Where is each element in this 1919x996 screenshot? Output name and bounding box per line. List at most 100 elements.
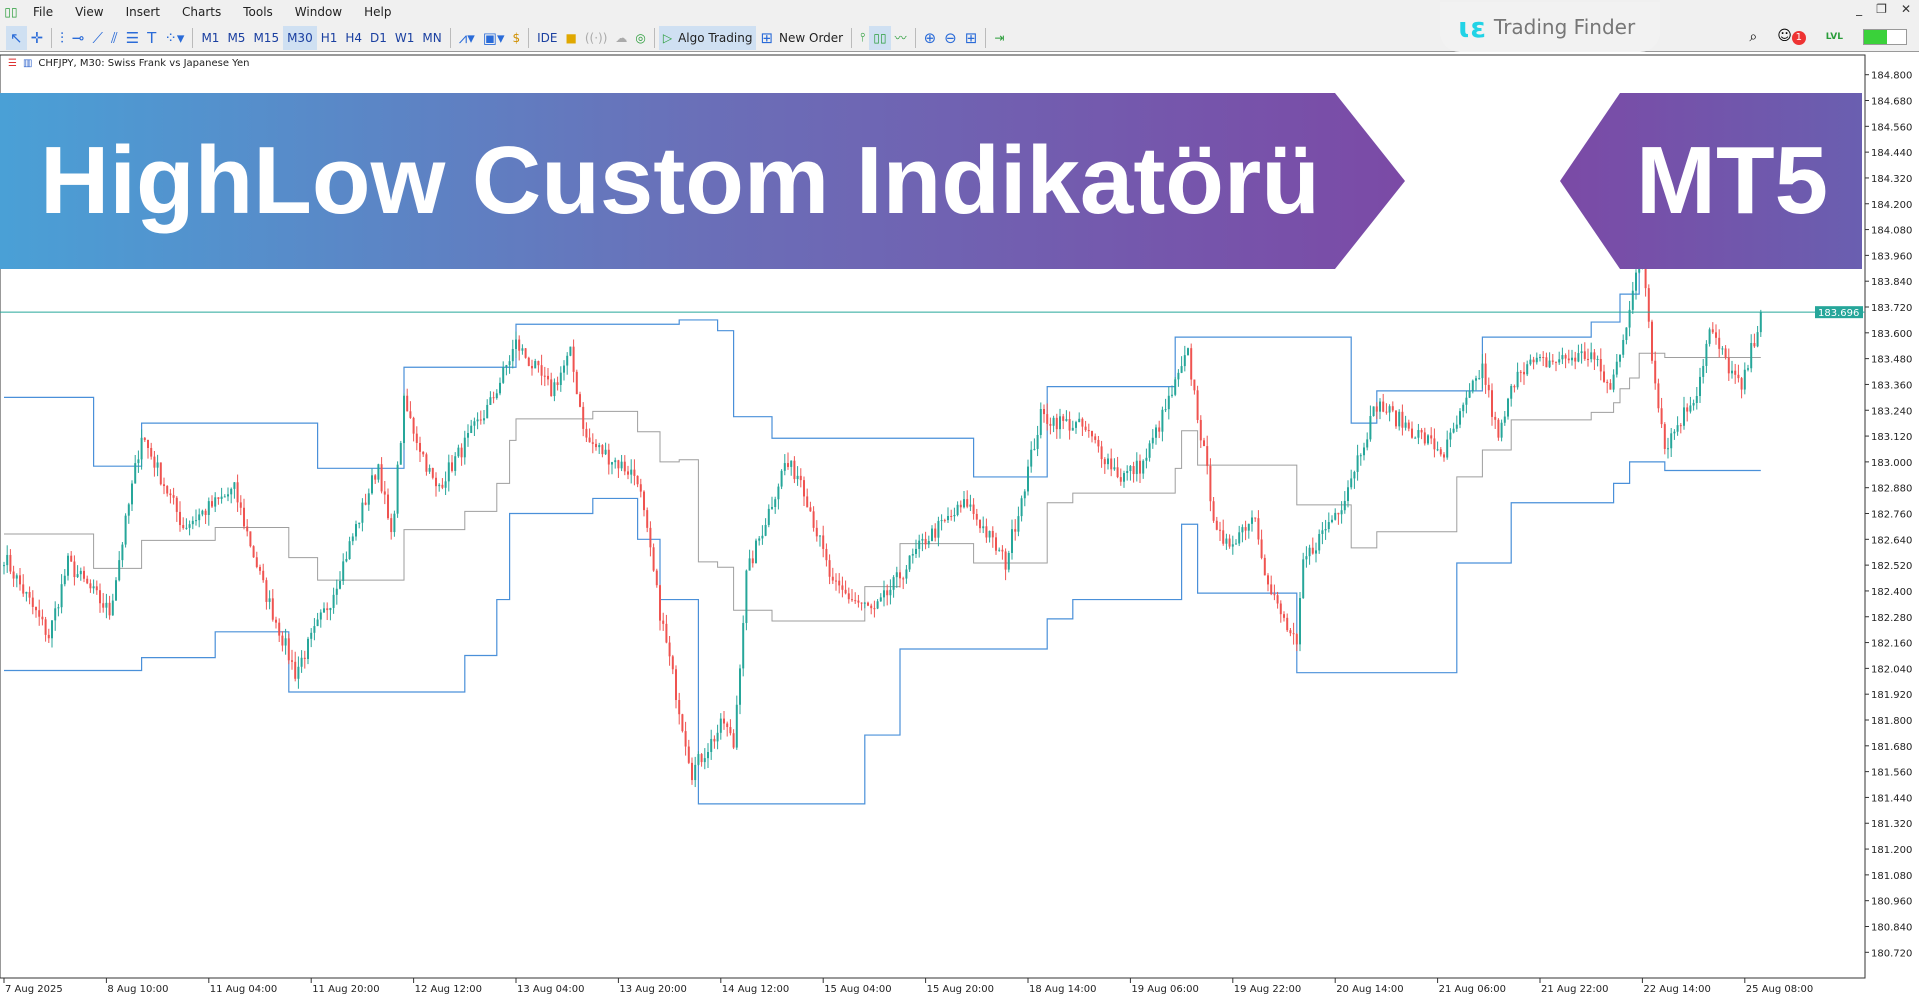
menu-window[interactable]: Window	[294, 5, 343, 19]
candle-body	[185, 527, 188, 529]
candle-body	[1276, 595, 1279, 604]
candle-body	[841, 585, 844, 590]
menu-view[interactable]: View	[75, 5, 104, 19]
cursor-icon[interactable]: ↖	[6, 25, 27, 50]
candle-body	[351, 536, 354, 542]
crosshair-icon[interactable]: ✛	[30, 28, 44, 47]
candle-body	[953, 514, 956, 517]
candle-body	[1372, 406, 1375, 417]
close-icon[interactable]: ✕	[1900, 2, 1911, 16]
fibonacci-icon[interactable]: ☰	[125, 28, 140, 47]
zoom-in-icon[interactable]: ⊕	[923, 28, 937, 47]
candle-body	[1391, 406, 1394, 411]
minimize-icon[interactable]: _	[1856, 2, 1863, 16]
candle-body	[143, 437, 146, 440]
candle-body	[355, 524, 357, 537]
timeframe-h4[interactable]: H4	[345, 30, 363, 45]
algo-trading-button[interactable]: ▷ Algo Trading	[658, 25, 757, 50]
candlestick-icon[interactable]: ▯▯	[869, 25, 891, 50]
candle-body	[115, 580, 117, 601]
candle-body	[278, 622, 281, 636]
bar-chart-icon[interactable]: ⫯	[860, 30, 866, 44]
timeframe-m15[interactable]: M15	[253, 30, 280, 45]
shapes-icon[interactable]: ⁘▾	[164, 28, 185, 47]
candle-body	[831, 576, 834, 581]
candle-body	[428, 467, 431, 472]
timeframe-h1[interactable]: H1	[320, 30, 338, 45]
candle-body	[1542, 357, 1545, 359]
candle-body	[899, 572, 901, 579]
candle-body	[425, 454, 428, 472]
candle-body	[1753, 343, 1756, 347]
vertical-line-icon[interactable]: ⫶	[60, 28, 64, 47]
candle-body	[550, 379, 553, 397]
candle-body	[835, 580, 837, 582]
timeframe-w1[interactable]: W1	[394, 30, 415, 45]
timeframe-d1[interactable]: D1	[370, 30, 387, 45]
candle-body	[534, 361, 537, 369]
timeframe-m30[interactable]: M30	[283, 25, 317, 50]
candle-body	[319, 612, 322, 620]
candle-body	[758, 538, 761, 541]
timeframe-m1[interactable]: M1	[201, 30, 220, 45]
candle-body	[527, 357, 530, 366]
candle-body	[326, 608, 329, 611]
candle-body	[1497, 419, 1500, 438]
trendline-icon[interactable]: ⟋	[92, 28, 104, 47]
horizontal-line-icon[interactable]: ⊸	[71, 28, 85, 47]
text-icon[interactable]: T	[147, 28, 157, 47]
zoom-out-icon[interactable]: ⊖	[944, 28, 957, 47]
y-tick-label: 182.160	[1871, 639, 1912, 650]
menu-tools[interactable]: Tools	[243, 5, 273, 19]
market-bag-icon[interactable]: ■	[565, 30, 577, 45]
candle-body	[764, 524, 767, 536]
candle-body	[1727, 357, 1730, 374]
candle-body	[1571, 357, 1573, 361]
candle-body	[991, 531, 994, 538]
autoscroll-icon[interactable]: ⇥	[994, 30, 1005, 45]
candle-body	[793, 460, 796, 480]
menu-charts[interactable]: Charts	[182, 5, 222, 19]
signal-icon[interactable]: ((·))	[584, 30, 608, 45]
grid-icon[interactable]: ⊞	[964, 28, 978, 47]
new-order-button[interactable]: ⊞ New Order	[760, 28, 844, 47]
candle-body	[1475, 378, 1477, 381]
play-icon: ▷	[662, 30, 673, 45]
timeframe-m5[interactable]: M5	[227, 30, 246, 45]
indicators-icon[interactable]: ⩘▾	[458, 28, 475, 47]
candle-body	[601, 445, 604, 455]
x-tick-label: 7 Aug 2025	[5, 984, 63, 995]
account-icon[interactable]: ☺ 1	[1777, 28, 1806, 45]
candle-body	[230, 488, 233, 495]
menu-help[interactable]: Help	[364, 5, 392, 19]
candle-body	[732, 733, 735, 748]
candle-body	[207, 501, 210, 516]
level-icon[interactable]: LVL	[1825, 31, 1843, 42]
search-icon[interactable]: ⌕	[1749, 28, 1758, 45]
timeframe-mn[interactable]: MN	[422, 30, 442, 45]
candle-body	[751, 558, 754, 564]
candle-body	[419, 442, 421, 452]
candle-body	[268, 598, 271, 602]
vps-cloud-icon[interactable]: ☁	[615, 30, 628, 45]
templates-icon[interactable]: ▣▾	[482, 28, 505, 47]
menu-file[interactable]: File	[33, 5, 54, 19]
candle-body	[844, 589, 847, 594]
restore-icon[interactable]: ❐	[1876, 2, 1887, 16]
candle-body	[1657, 383, 1660, 409]
y-tick-label: 183.840	[1871, 277, 1912, 288]
channel-icon[interactable]: ⫽	[111, 28, 118, 47]
candle-body	[1203, 440, 1205, 447]
candle-body	[921, 538, 924, 541]
dollar-icon[interactable]: $	[512, 30, 521, 45]
copy-trading-icon[interactable]: ◎	[635, 30, 646, 45]
candle-body	[812, 511, 815, 528]
candle-body	[281, 635, 284, 646]
candle-body	[1731, 370, 1733, 374]
candle-body	[598, 445, 601, 448]
line-chart-icon[interactable]: 〰	[894, 31, 907, 45]
candle-body	[735, 704, 738, 748]
ide-button[interactable]: IDE	[537, 30, 558, 45]
menu-insert[interactable]: Insert	[125, 5, 160, 19]
candle-body	[729, 727, 732, 734]
